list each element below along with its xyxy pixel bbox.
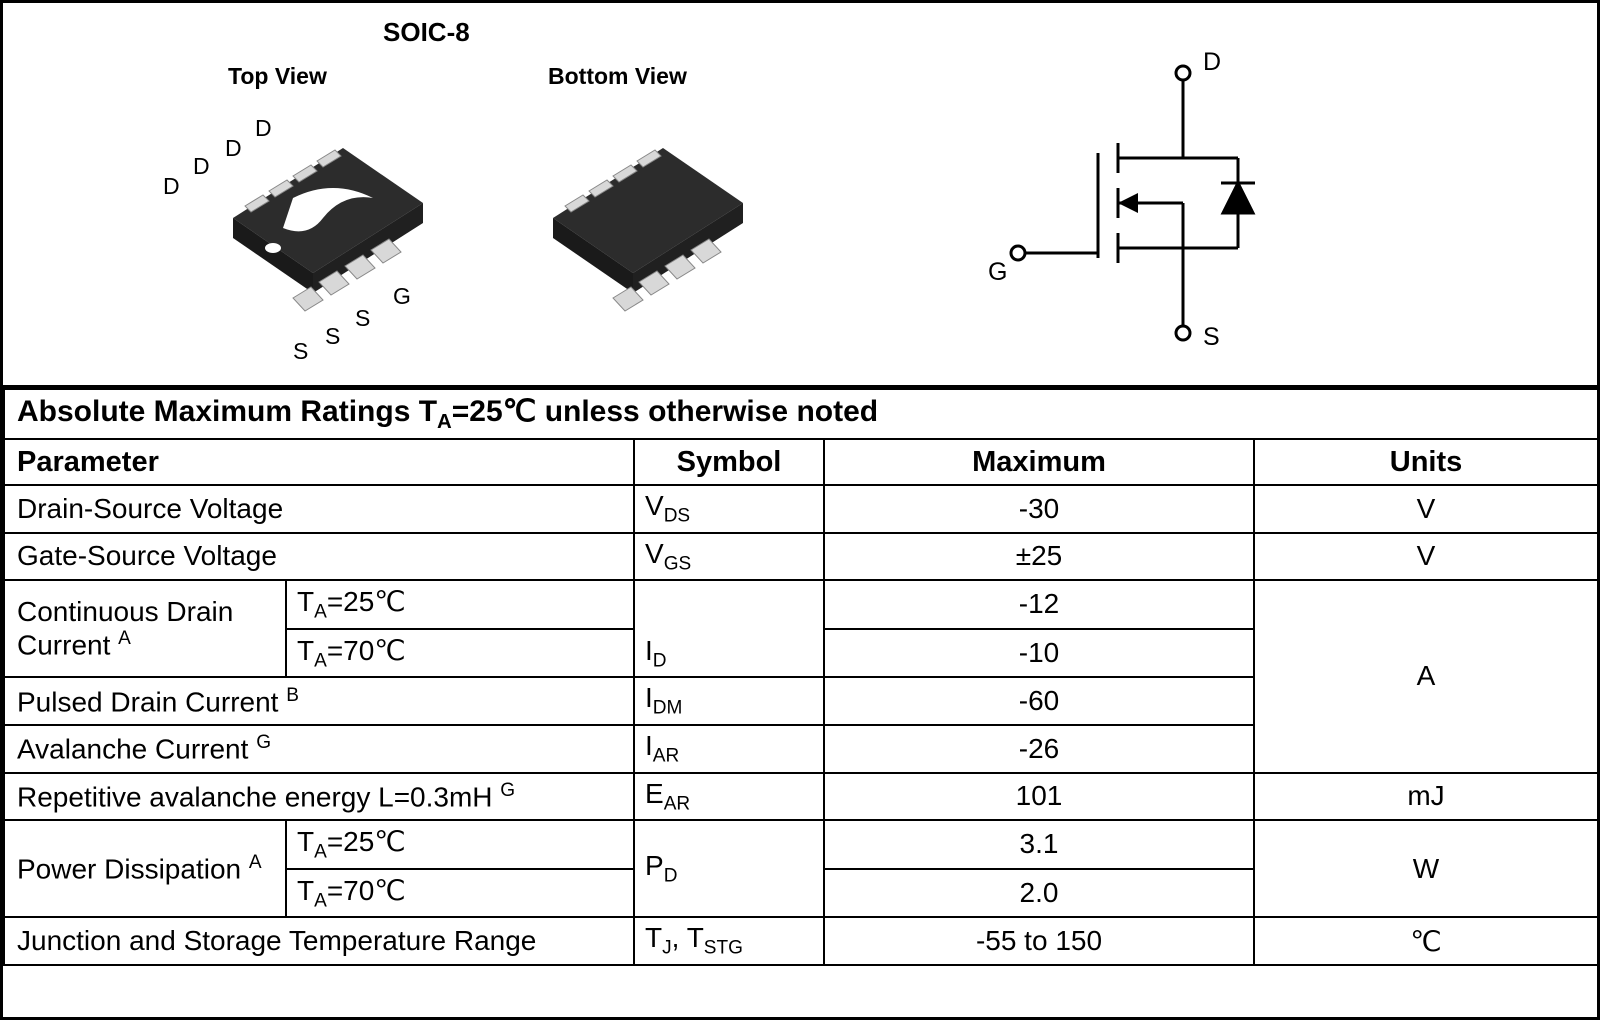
bottom-view-label: Bottom View [548, 63, 687, 90]
table-title-cell: Absolute Maximum Ratings TA=25℃ unless o… [4, 389, 1598, 439]
schematic-drain-label: D [1203, 48, 1221, 77]
hdr-parameter: Parameter [4, 439, 634, 485]
iar-max: -26 [824, 725, 1254, 773]
pd-cond-25c: TA=25℃ [286, 820, 634, 869]
iar-param: Avalanche Current G [4, 725, 634, 773]
id-cond-70c: TA=70℃ [286, 629, 634, 678]
top-view-label: Top View [228, 63, 327, 90]
hdr-maximum: Maximum [824, 439, 1254, 485]
idm-param: Pulsed Drain Current B [4, 677, 634, 725]
table-title-sub: A [437, 411, 452, 433]
pin-label-d1: D [163, 173, 180, 200]
mosfet-schematic-icon [983, 58, 1323, 358]
vgs-unit: V [1254, 533, 1598, 581]
id-max-25c: -12 [824, 580, 1254, 629]
table-header-row: Parameter Symbol Maximum Units [4, 439, 1598, 485]
id-max-70c: -10 [824, 629, 1254, 678]
vgs-param: Gate-Source Voltage [4, 533, 634, 581]
hdr-symbol: Symbol [634, 439, 824, 485]
tj-symbol: TJ, TSTG [634, 917, 824, 965]
row-id-25c: Continuous Drain Current A TA=25℃ ID -12… [4, 580, 1598, 629]
pd-cond-70c: TA=70℃ [286, 869, 634, 918]
vds-unit: V [1254, 485, 1598, 533]
row-pd-25c: Power Dissipation A TA=25℃ PD 3.1 W [4, 820, 1598, 869]
hdr-units: Units [1254, 439, 1598, 485]
row-vds: Drain-Source Voltage VDS -30 V [4, 485, 1598, 533]
pin-label-s2: S [325, 323, 340, 350]
ear-symbol: EAR [634, 773, 824, 821]
tj-max: -55 to 150 [824, 917, 1254, 965]
idm-max: -60 [824, 677, 1254, 725]
chip-bottom-view [493, 88, 773, 368]
vgs-max: ±25 [824, 533, 1254, 581]
ear-unit: mJ [1254, 773, 1598, 821]
pin-label-s1: S [293, 338, 308, 365]
pin-label-d4: D [255, 115, 272, 142]
table-title-prefix: Absolute Maximum Ratings T [17, 395, 437, 428]
id-cond-25c: TA=25℃ [286, 580, 634, 629]
chip-top-view [173, 88, 453, 368]
id-param: Continuous Drain Current A [4, 580, 286, 677]
pin-label-d3: D [225, 135, 242, 162]
pin-label-d2: D [193, 153, 210, 180]
datasheet-page: SOIC-8 Top View Bottom View [0, 0, 1600, 1020]
iar-symbol: IAR [634, 725, 824, 773]
pd-max-25c: 3.1 [824, 820, 1254, 869]
ratings-table-wrap: Absolute Maximum Ratings TA=25℃ unless o… [3, 388, 1597, 966]
schematic-gate-label: G [988, 258, 1007, 287]
row-vgs: Gate-Source Voltage VGS ±25 V [4, 533, 1598, 581]
ear-param: Repetitive avalanche energy L=0.3mH G [4, 773, 634, 821]
vds-max: -30 [824, 485, 1254, 533]
ear-max: 101 [824, 773, 1254, 821]
vgs-symbol: VGS [634, 533, 824, 581]
idm-symbol: IDM [634, 677, 824, 725]
row-ear: Repetitive avalanche energy L=0.3mH G EA… [4, 773, 1598, 821]
vds-param: Drain-Source Voltage [4, 485, 634, 533]
package-and-schematic-section: SOIC-8 Top View Bottom View [3, 3, 1597, 388]
tj-unit: ℃ [1254, 917, 1598, 965]
pd-max-70c: 2.0 [824, 869, 1254, 918]
unit-amp: A [1254, 580, 1598, 772]
pin-label-g: G [393, 283, 411, 310]
absolute-max-ratings-table: Absolute Maximum Ratings TA=25℃ unless o… [3, 388, 1599, 966]
vds-symbol: VDS [634, 485, 824, 533]
row-tj: Junction and Storage Temperature Range T… [4, 917, 1598, 965]
tj-param: Junction and Storage Temperature Range [4, 917, 634, 965]
pd-param: Power Dissipation A [4, 820, 286, 917]
table-title-row: Absolute Maximum Ratings TA=25℃ unless o… [4, 389, 1598, 439]
package-title: SOIC-8 [383, 17, 470, 48]
table-title-suffix: =25℃ unless otherwise noted [452, 395, 878, 428]
pd-unit: W [1254, 820, 1598, 917]
pin-label-s3: S [355, 305, 370, 332]
id-symbol: ID [634, 580, 824, 677]
pd-symbol: PD [634, 820, 824, 917]
schematic-source-label: S [1203, 323, 1220, 352]
